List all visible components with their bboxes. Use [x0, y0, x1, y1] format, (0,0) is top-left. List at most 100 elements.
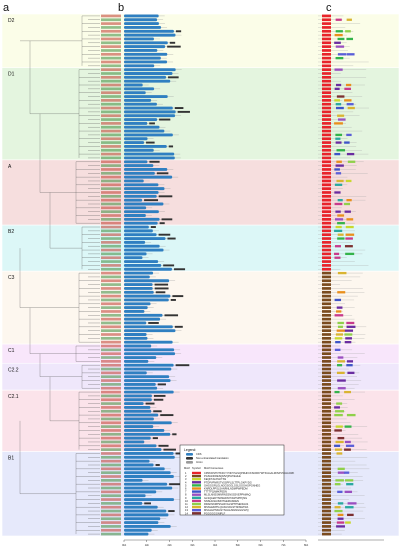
motif-box	[344, 390, 351, 394]
motif-id: 13	[185, 508, 188, 512]
cds-block	[124, 402, 144, 406]
axis-tick-label: 4kb	[213, 543, 218, 547]
gene-label-mark	[101, 95, 121, 98]
cds-block	[124, 440, 145, 444]
gene-label-mark	[101, 306, 121, 309]
motif-box	[334, 406, 340, 409]
motif-1-box	[322, 202, 331, 206]
motif-box	[336, 329, 346, 332]
motif-box	[334, 298, 342, 302]
motif-box	[344, 341, 352, 344]
gene-label-mark	[101, 432, 121, 436]
motif-box	[347, 371, 355, 375]
motif-1-box	[322, 264, 331, 267]
motif-box	[346, 321, 355, 325]
motif-box	[334, 429, 342, 432]
cds-block	[124, 83, 143, 87]
motif-1-box	[322, 352, 331, 356]
motif-1-box	[322, 528, 331, 532]
cds-block	[124, 221, 158, 225]
gene-label-mark	[101, 325, 121, 329]
motif-box	[337, 364, 343, 367]
motif-box	[344, 471, 350, 474]
motif-1-box	[322, 145, 331, 148]
motif-1-box	[322, 52, 331, 56]
cds-block	[124, 509, 167, 513]
utr-block	[168, 510, 175, 513]
cds-block	[124, 501, 143, 505]
motif-box	[337, 356, 344, 359]
gene-label-mark	[101, 99, 121, 102]
motif-1-box	[322, 164, 331, 167]
motif-box	[346, 37, 354, 41]
legend-swatch	[186, 453, 193, 456]
motif-box	[334, 314, 344, 317]
motif-box	[345, 506, 354, 509]
axis-tick-label: 6kb	[259, 543, 264, 547]
gene-label-mark	[101, 102, 121, 106]
utr-block	[154, 283, 169, 286]
cds-block	[124, 444, 157, 448]
motif-box	[334, 152, 341, 156]
motif-1-box	[322, 494, 331, 498]
cds-block	[124, 532, 149, 536]
motif-1-box	[322, 371, 331, 375]
motif-1-box	[322, 194, 331, 198]
cds-block	[124, 294, 171, 298]
cds-block	[124, 321, 147, 325]
motif-1-box	[322, 275, 331, 279]
utr-block	[155, 291, 166, 294]
motif-1-box	[322, 513, 331, 517]
motif-box	[337, 436, 345, 440]
utr-block	[163, 264, 175, 267]
gene-label-mark	[101, 313, 121, 317]
gene-label-mark	[101, 229, 121, 233]
motif-1-box	[322, 198, 331, 202]
motif-id: 14	[185, 511, 188, 515]
motif-box	[336, 306, 343, 309]
gene-label-mark	[101, 363, 121, 367]
motif-1-box	[322, 486, 331, 490]
motif-1-box	[322, 233, 331, 237]
cds-block	[124, 390, 174, 394]
motif-box	[335, 410, 345, 413]
motif-box	[335, 341, 341, 344]
gene-label-mark	[101, 383, 121, 386]
motif-1-box	[322, 114, 331, 118]
motif-box	[334, 202, 343, 206]
cds-block	[124, 41, 168, 45]
gene-label-mark	[101, 310, 121, 313]
cds-block	[124, 494, 146, 498]
motif-1-box	[322, 156, 331, 160]
motif-box	[337, 222, 345, 225]
utr-block	[169, 483, 183, 486]
motif-1-box	[322, 375, 331, 379]
axis-tick-label: 0kb	[122, 543, 127, 547]
motif-box	[346, 483, 354, 486]
cds-block	[124, 217, 160, 221]
cds-block	[124, 405, 151, 409]
motif-1-box	[322, 260, 331, 263]
motif-box	[336, 160, 342, 163]
cds-block	[124, 267, 173, 271]
motif-1-box	[322, 344, 331, 348]
motif-1-box	[322, 252, 331, 256]
gene-label-mark	[101, 210, 121, 214]
motif-box	[344, 440, 351, 444]
motif-swatch	[192, 505, 201, 509]
cds-block	[124, 298, 169, 302]
clade-label: D1	[8, 72, 15, 78]
motif-box	[345, 521, 351, 524]
cds-block	[124, 225, 149, 229]
motif-1-box	[322, 517, 331, 521]
cds-block	[124, 206, 147, 210]
cds-block	[124, 160, 148, 164]
motif-box	[347, 160, 356, 163]
motif-1-box	[322, 356, 331, 359]
motif-1-box	[322, 248, 331, 252]
cds-block	[124, 333, 147, 336]
motif-box	[335, 425, 343, 428]
gene-label-mark	[101, 141, 121, 144]
gene-label-mark	[101, 72, 121, 75]
utr-block	[160, 414, 174, 417]
